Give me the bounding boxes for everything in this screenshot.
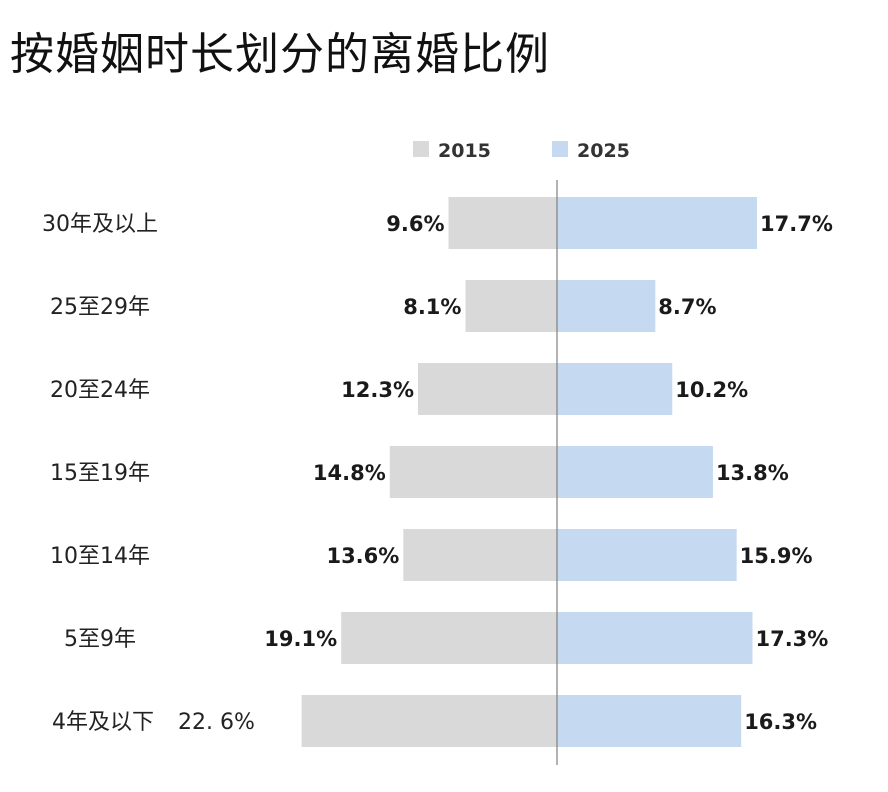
series-2015-bars	[301, 197, 557, 747]
category-label-4: 10至14年	[50, 544, 150, 569]
category-label-0: 30年及以上	[42, 212, 158, 237]
bar-2025-2	[557, 363, 673, 415]
bar-2015-2	[418, 363, 557, 415]
value-label-2025-5: 17.3%	[755, 627, 828, 651]
value-label-2025-4: 15.9%	[740, 544, 813, 568]
legend-swatch-2015	[413, 141, 429, 157]
bar-2025-4	[557, 529, 737, 581]
value-label-2025-3: 13.8%	[716, 461, 789, 485]
category-labels: 30年及以上 25至29年 20至24年 15至19年 10至14年 5至9年 4年及以下	[42, 212, 158, 735]
category-label-6: 4年及以下	[52, 710, 154, 735]
bar-2015-3	[389, 446, 557, 498]
bar-2015-4	[403, 529, 557, 581]
value-label-2025-0: 17.7%	[760, 212, 833, 236]
value-label-2025-6: 16.3%	[744, 710, 817, 734]
bar-2025-1	[557, 280, 656, 332]
value-labels: 9.6% 17.7% 8.1% 8.7% 12.3% 10.2% 14.8% 13.8% 13.…	[178, 212, 833, 735]
bar-2015-6	[301, 695, 557, 747]
bar-2025-5	[557, 612, 753, 664]
bar-2015-0	[448, 197, 557, 249]
legend-label-2025: 2025	[577, 140, 630, 162]
series-2025-bars	[557, 197, 758, 747]
value-label-2015-5: 19.1%	[264, 627, 337, 651]
bar-2015-5	[341, 612, 557, 664]
legend-swatch-2025	[552, 141, 568, 157]
category-label-2: 20至24年	[50, 378, 150, 403]
chart-title: 按婚姻时长划分的离婚比例	[10, 29, 550, 80]
bar-2015-1	[465, 280, 557, 332]
value-label-2015-3: 14.8%	[313, 461, 386, 485]
value-label-2015-1: 8.1%	[403, 295, 461, 319]
value-label-2015-6: 22. 6%	[178, 710, 255, 735]
value-label-2015-2: 12.3%	[341, 378, 414, 402]
bar-2025-3	[557, 446, 713, 498]
legend-label-2015: 2015	[438, 140, 491, 162]
value-label-2025-1: 8.7%	[658, 295, 716, 319]
category-label-1: 25至29年	[50, 295, 150, 320]
value-label-2025-2: 10.2%	[675, 378, 748, 402]
value-label-2015-4: 13.6%	[326, 544, 399, 568]
value-label-2015-0: 9.6%	[386, 212, 444, 236]
bar-2025-0	[557, 197, 758, 249]
category-label-5: 5至9年	[64, 627, 136, 652]
bar-2025-6	[557, 695, 742, 747]
category-label-3: 15至19年	[50, 461, 150, 486]
legend: 2015 2025	[413, 140, 630, 162]
